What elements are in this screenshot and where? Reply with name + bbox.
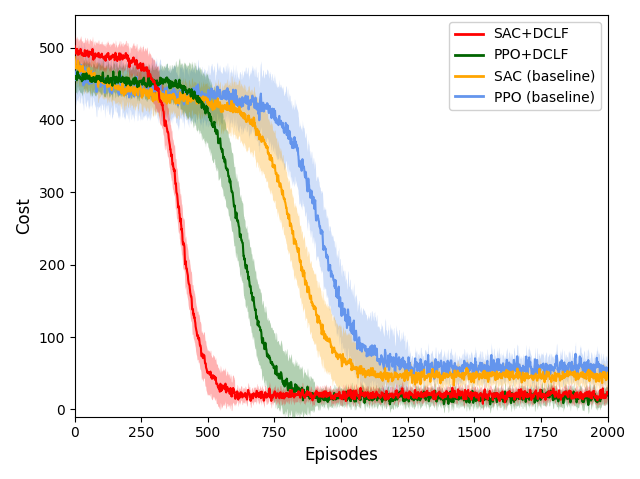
SAC+DCLF xyxy=(604,389,611,395)
PPO (baseline) xyxy=(83,71,91,77)
SAC+DCLF xyxy=(269,395,276,401)
PPO+DCLF xyxy=(391,397,399,402)
SAC (baseline) xyxy=(391,369,399,375)
PPO (baseline) xyxy=(118,88,126,94)
X-axis label: Episodes: Episodes xyxy=(304,446,378,464)
PPO (baseline) xyxy=(77,62,85,68)
Line: PPO+DCLF: PPO+DCLF xyxy=(75,71,607,405)
PPO+DCLF xyxy=(116,68,124,74)
PPO (baseline) xyxy=(100,76,108,82)
SAC (baseline) xyxy=(450,383,458,388)
Legend: SAC+DCLF, PPO+DCLF, SAC (baseline), PPO (baseline): SAC+DCLF, PPO+DCLF, SAC (baseline), PPO … xyxy=(449,22,600,110)
SAC+DCLF xyxy=(479,401,486,407)
PPO+DCLF xyxy=(83,72,90,78)
SAC+DCLF xyxy=(118,55,126,61)
SAC+DCLF xyxy=(509,392,517,398)
SAC (baseline) xyxy=(118,83,126,89)
SAC (baseline) xyxy=(269,164,276,170)
SAC (baseline) xyxy=(509,376,517,381)
Line: SAC+DCLF: SAC+DCLF xyxy=(75,46,607,404)
SAC (baseline) xyxy=(100,79,108,84)
PPO+DCLF xyxy=(269,362,276,368)
SAC (baseline) xyxy=(71,54,79,60)
Line: PPO (baseline): PPO (baseline) xyxy=(75,65,607,380)
PPO+DCLF xyxy=(118,75,126,81)
SAC+DCLF xyxy=(83,52,90,57)
PPO+DCLF xyxy=(100,78,108,83)
SAC (baseline) xyxy=(83,73,90,79)
PPO (baseline) xyxy=(269,114,276,119)
PPO+DCLF xyxy=(604,390,611,396)
SAC+DCLF xyxy=(71,44,79,49)
SAC+DCLF xyxy=(391,391,399,397)
PPO (baseline) xyxy=(410,377,418,383)
PPO (baseline) xyxy=(510,357,518,363)
PPO+DCLF xyxy=(71,73,79,79)
Y-axis label: Cost: Cost xyxy=(15,197,33,234)
PPO+DCLF xyxy=(509,396,517,401)
Line: SAC (baseline): SAC (baseline) xyxy=(75,57,607,386)
PPO (baseline) xyxy=(391,372,399,378)
PPO (baseline) xyxy=(604,370,611,376)
PPO+DCLF xyxy=(584,402,592,408)
PPO (baseline) xyxy=(71,68,79,74)
SAC+DCLF xyxy=(100,56,108,61)
SAC (baseline) xyxy=(604,370,611,376)
